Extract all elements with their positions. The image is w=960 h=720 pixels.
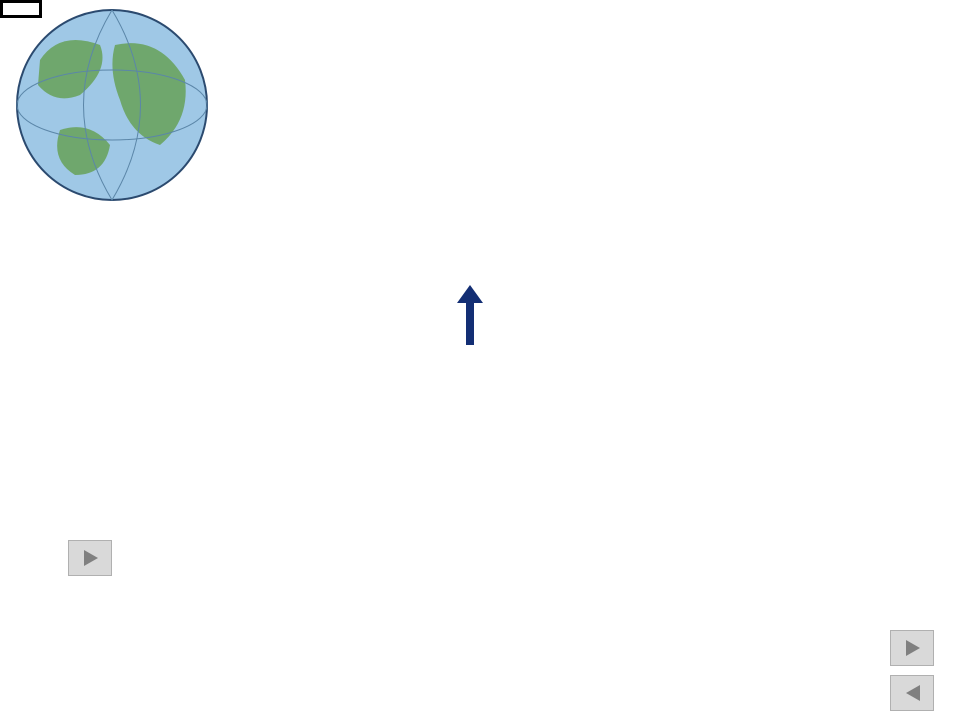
arrow-up-icon — [455, 285, 485, 347]
nav-button-bottom-left[interactable] — [68, 540, 112, 576]
provider-box — [0, 0, 42, 18]
play-icon — [902, 638, 922, 658]
nav-button-prev[interactable] — [890, 675, 934, 711]
play-icon — [80, 548, 100, 568]
play-back-icon — [902, 683, 922, 703]
globe-internet — [0, 0, 225, 225]
nav-button-next[interactable] — [890, 630, 934, 666]
globe-icon — [0, 0, 225, 225]
